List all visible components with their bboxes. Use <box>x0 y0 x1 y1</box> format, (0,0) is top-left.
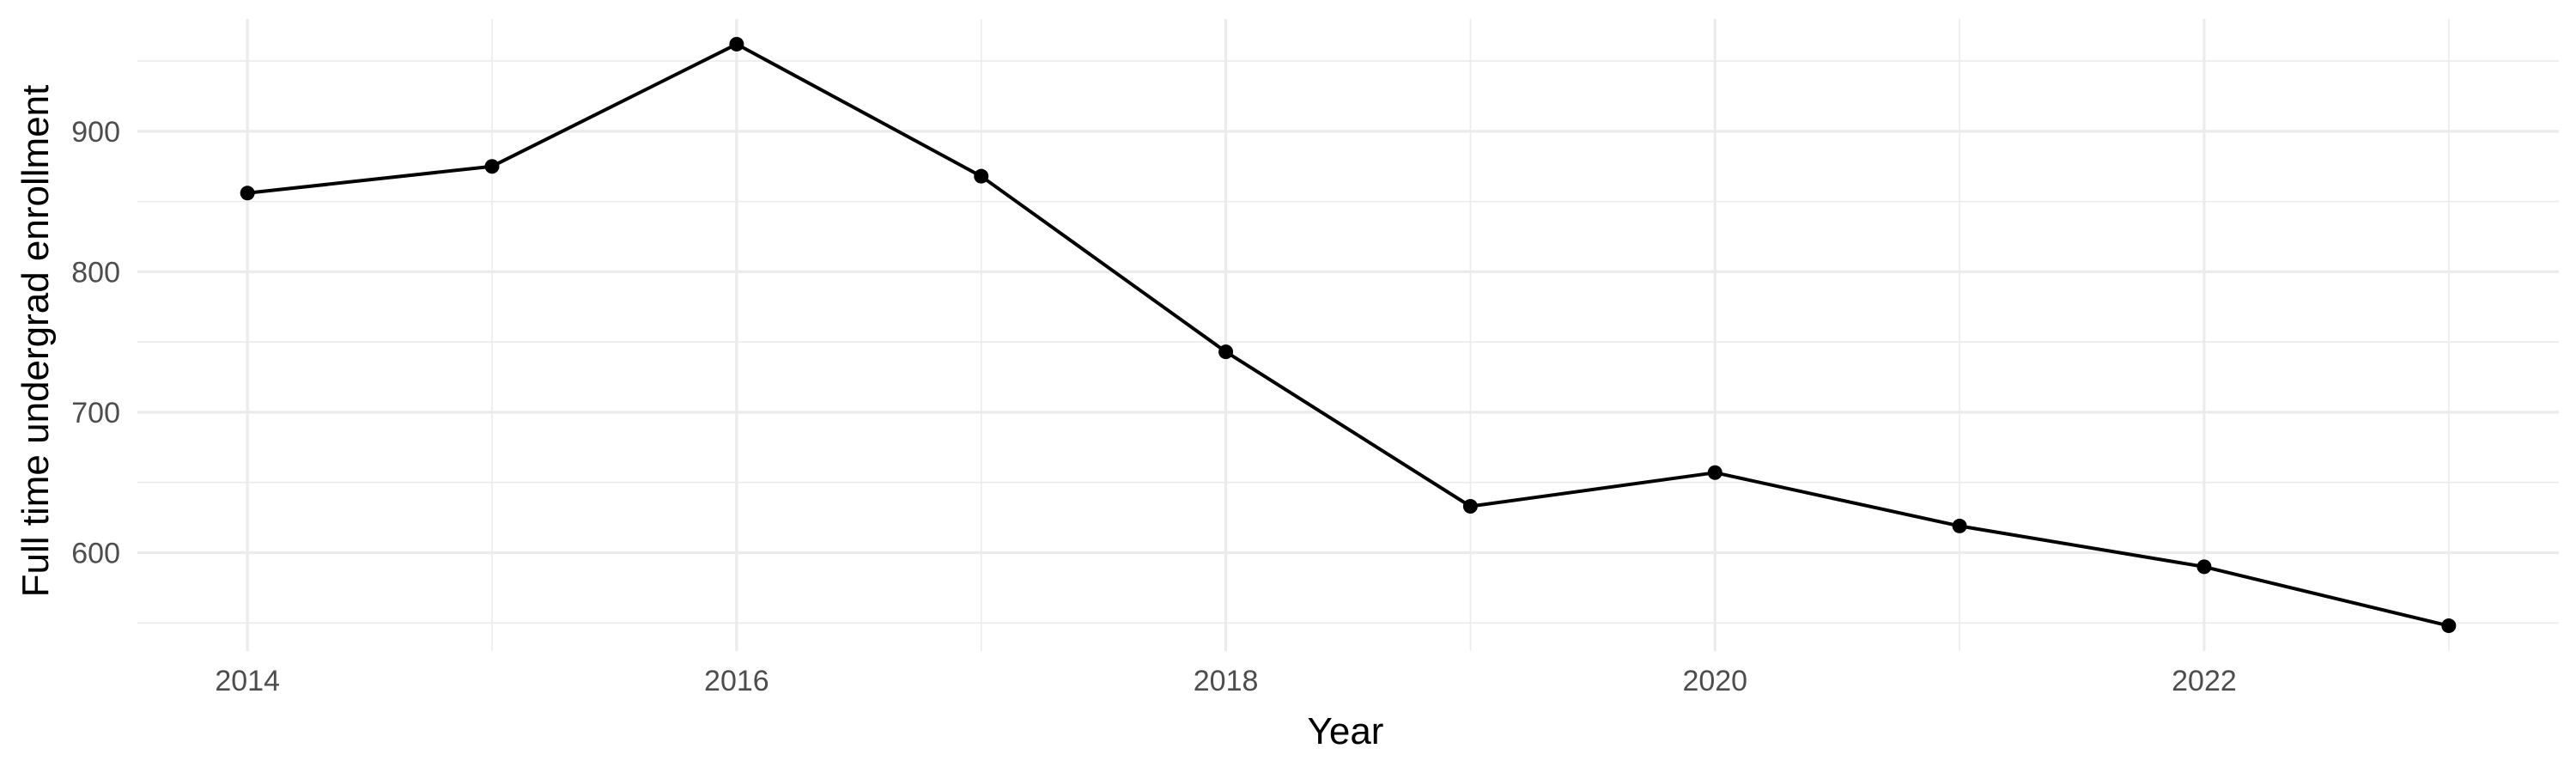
x-tick-label: 2022 <box>2172 665 2237 697</box>
data-point <box>2441 618 2457 634</box>
x-axis-title: Year <box>1308 710 1384 752</box>
data-point <box>974 168 989 184</box>
x-axis-ticks: 2014 2016 2018 2020 2022 <box>215 665 2236 697</box>
y-tick-label: 700 <box>71 397 120 429</box>
data-point <box>2196 559 2212 575</box>
x-tick-label: 2014 <box>215 665 280 697</box>
data-point <box>1218 344 1234 360</box>
y-tick-label: 600 <box>71 538 120 570</box>
data-point <box>484 159 500 174</box>
data-point <box>1462 499 1478 514</box>
y-tick-label: 800 <box>71 256 120 289</box>
series-layer <box>240 36 2457 634</box>
series-line <box>246 42 2450 628</box>
data-point <box>240 186 255 201</box>
x-tick-label: 2018 <box>1194 665 1259 697</box>
grid-lines <box>137 19 2559 651</box>
y-tick-label: 900 <box>71 116 120 149</box>
x-tick-label: 2016 <box>704 665 769 697</box>
x-tick-label: 2020 <box>1682 665 1747 697</box>
y-axis-title: Full time undergrad enrollment <box>15 85 57 598</box>
y-axis-ticks: 600 700 800 900 <box>71 116 120 570</box>
data-point <box>729 36 744 52</box>
data-point <box>1952 518 1967 533</box>
data-point <box>1707 465 1722 480</box>
